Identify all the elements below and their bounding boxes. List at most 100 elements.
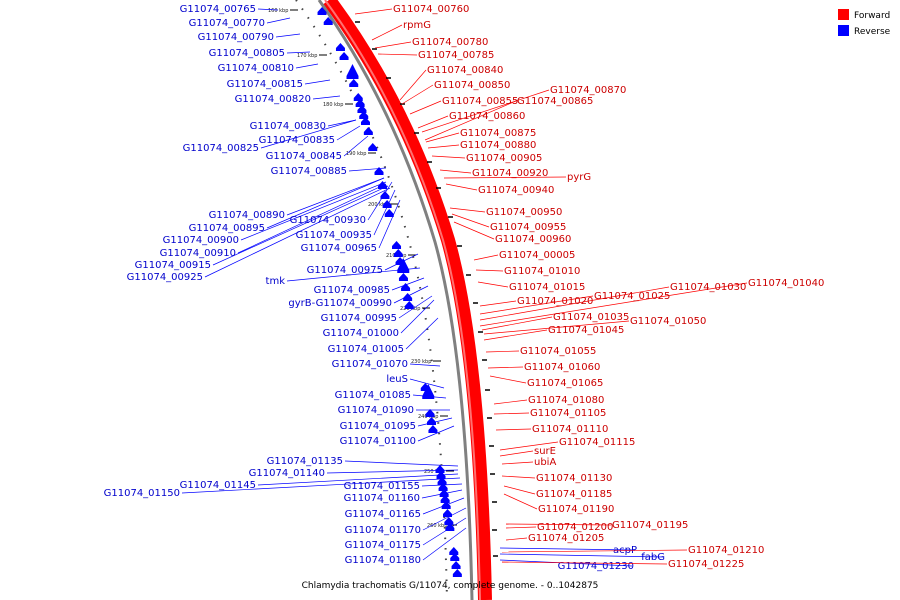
- forward-leader-line: [417, 115, 449, 129]
- reverse-gene-label: G11074_00915: [135, 260, 211, 271]
- reverse-gene-label: G11074_01180: [345, 555, 421, 566]
- reverse-gene-label: G11074_00985: [314, 285, 390, 296]
- forward-gene-label: surE: [534, 446, 556, 457]
- forward-leader-line: [493, 399, 528, 405]
- reverse-leader-line: [398, 295, 433, 319]
- forward-gene-label: G11074_00785: [418, 50, 494, 61]
- forward-gene-label: G11074_01030: [670, 282, 746, 293]
- forward-leader-line: [505, 526, 537, 529]
- forward-leader-line: [473, 254, 499, 261]
- forward-leader-line: [493, 412, 530, 415]
- reverse-gene-label: G11074_01000: [323, 328, 399, 339]
- forward-leader-line: [481, 316, 553, 331]
- forward-gene-label: G11074_00940: [478, 185, 554, 196]
- forward-leader-line: [483, 329, 548, 341]
- reverse-gene-label: tmk: [266, 276, 286, 287]
- reverse-gene-label: leuS: [386, 374, 408, 385]
- kbp-tick-label: 260 kbp: [427, 523, 447, 529]
- legend-reverse-swatch: [838, 25, 849, 36]
- reverse-gene-label: G11074_00885: [271, 166, 347, 177]
- kbp-tick-label: 250 kbp: [424, 469, 444, 475]
- reverse-gene-arrow: [382, 200, 392, 208]
- legend: Forward Reverse: [838, 9, 891, 37]
- reverse-leader-line: [286, 267, 421, 282]
- reverse-leader-line: [499, 553, 664, 558]
- reverse-leader-line: [237, 183, 387, 254]
- reverse-gene-arrow: [403, 293, 413, 301]
- forward-gene-label: G11074_01060: [524, 362, 600, 373]
- reverse-gene-label: fabG: [641, 552, 665, 563]
- reverse-leader-line: [405, 317, 439, 350]
- forward-gene-label: G11074_01045: [548, 325, 624, 336]
- forward-leader-line: [445, 183, 478, 191]
- forward-strand-arc: [323, 0, 492, 600]
- reverse-gene-label: G11074_01160: [344, 493, 420, 504]
- forward-leader-line: [475, 269, 504, 272]
- reverse-gene-arrow: [339, 52, 349, 60]
- forward-gene-label: G11074_01010: [504, 266, 580, 277]
- reverse-gene-arrow: [335, 43, 345, 51]
- legend-reverse-label: Reverse: [854, 27, 891, 37]
- forward-gene-label: G11074_01015: [509, 282, 585, 293]
- forward-gene-label: G11074_01035: [553, 312, 629, 323]
- reverse-gene-label: G11074_01230: [558, 561, 634, 572]
- reverse-gene-arrow: [398, 273, 408, 281]
- forward-leader-line: [479, 282, 748, 327]
- reverse-leader-line: [326, 469, 459, 474]
- reverse-label-group: G11074_00765 G11074_00770 G11074_00790 G110…: [104, 4, 665, 572]
- reverse-leader-line: [409, 363, 441, 367]
- forward-gene-label: G11074_00870: [550, 85, 626, 96]
- forward-leader-line: [451, 213, 490, 228]
- forward-leader-line: [501, 475, 536, 479]
- forward-gene-label: G11074_01200: [537, 522, 613, 533]
- forward-gene-label: G11074_01195: [612, 520, 688, 531]
- reverse-leader-line: [422, 497, 465, 515]
- forward-leader-line: [427, 144, 460, 149]
- legend-forward-label: Forward: [854, 11, 890, 21]
- forward-gene-label: G11074_01055: [520, 346, 596, 357]
- reverse-leader-line: [422, 507, 467, 531]
- reverse-gene-arrow: [360, 117, 370, 125]
- forward-leader-line: [499, 441, 559, 451]
- reverse-gene-arrow: [392, 241, 402, 249]
- reverse-gene-arrow: [439, 489, 449, 497]
- forward-leader-line: [501, 549, 688, 553]
- reverse-gene-label: G11074_01135: [267, 456, 343, 467]
- forward-gene-label: G11074_01130: [536, 473, 612, 484]
- forward-leader-line: [424, 100, 517, 141]
- reverse-leader-line: [266, 17, 291, 24]
- reverse-gene-arrow: [359, 111, 369, 119]
- forward-gene-label: ubiA: [534, 457, 556, 468]
- reverse-gene-arrow: [393, 249, 403, 257]
- forward-leader-line: [425, 132, 460, 143]
- forward-gene-label: G11074_00760: [393, 4, 469, 15]
- reverse-gene-arrow: [435, 465, 445, 473]
- reverse-gene-label: G11074_00770: [189, 18, 265, 29]
- forward-leader-line: [479, 295, 594, 315]
- reverse-leader-line: [422, 517, 467, 546]
- reverse-gene-label: G11074_00910: [160, 248, 236, 259]
- forward-leader-line: [501, 561, 668, 565]
- forward-gene-label: G11074_01080: [528, 395, 604, 406]
- reverse-leader-line: [286, 177, 385, 216]
- forward-gene-label: G11074_01025: [594, 291, 670, 302]
- forward-leader-line: [354, 8, 393, 15]
- reverse-leader-line: [367, 181, 393, 221]
- reverse-leader-line: [373, 189, 396, 236]
- forward-gene-label: G11074_00850: [434, 80, 510, 91]
- reverse-gene-label: G11074_01095: [340, 421, 416, 432]
- reverse-gene-label: G11074_01165: [345, 509, 421, 520]
- reverse-gene-arrow: [384, 209, 394, 217]
- reverse-gene-label: G11074_00900: [163, 235, 239, 246]
- forward-leader-line: [487, 366, 524, 369]
- reverse-gene-arrow: [443, 509, 453, 517]
- reverse-gene-label: G11074_01175: [345, 540, 421, 551]
- forward-leader-line: [374, 41, 412, 49]
- forward-leader-line: [479, 300, 517, 307]
- reverse-gene-label: G11074_01170: [345, 525, 421, 536]
- forward-leader-line: [505, 537, 528, 541]
- reverse-gene-arrow: [346, 64, 359, 79]
- reverse-gene-label: G11074_00975: [307, 265, 383, 276]
- reverse-gene-label: G11074_01145: [180, 480, 256, 491]
